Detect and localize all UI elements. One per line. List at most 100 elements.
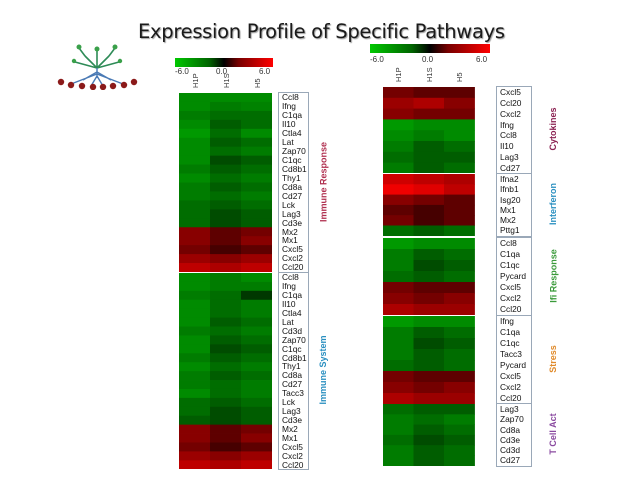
heatmap-cell — [413, 225, 445, 236]
heatmap-cell — [383, 434, 414, 446]
gene-label: Cd8b1 — [282, 352, 307, 363]
gene-label: Cxcl2 — [282, 253, 303, 264]
heatmap-cell — [210, 380, 242, 390]
heatmap-cell — [241, 137, 272, 148]
heatmap-cell — [241, 218, 272, 228]
heatmap-cell — [241, 155, 272, 165]
heatmap-cell — [241, 110, 272, 121]
gene-label: Cd27 — [500, 162, 521, 173]
gene-label: Thy1 — [282, 361, 301, 372]
heatmap-cell — [383, 215, 414, 226]
heatmap-cell — [383, 360, 414, 372]
heatmap-cell — [179, 200, 211, 210]
heatmap-cell — [383, 371, 414, 383]
heatmap-cell — [444, 184, 475, 195]
gene-label: Cd27 — [500, 455, 521, 466]
heatmap-cell — [413, 130, 445, 142]
heatmap-cell — [210, 308, 242, 318]
heatmap-cell — [210, 128, 242, 139]
heatmap-cell — [210, 371, 242, 381]
gene-label: Ccl20 — [282, 459, 304, 470]
heatmap-cell — [241, 371, 272, 381]
gene-label: Ctla4 — [282, 128, 302, 139]
heatmap-cell — [210, 155, 242, 165]
gene-label: Cxcl2 — [500, 108, 521, 119]
heatmap-cell — [179, 335, 211, 345]
heatmap-cell — [413, 174, 445, 185]
heatmap-panel — [179, 93, 272, 272]
heatmap-panel — [383, 316, 475, 404]
heatmap-cell — [444, 393, 475, 404]
heatmap-cell — [210, 173, 242, 183]
heatmap-cell — [444, 371, 475, 383]
gene-label: Cxcl2 — [500, 293, 521, 304]
gene-label: Ccl8 — [500, 130, 517, 141]
heatmap-cell — [241, 273, 272, 283]
heatmap-cell — [179, 344, 211, 354]
heatmap-cell — [413, 424, 445, 436]
heatmap-cell — [383, 130, 414, 142]
heatmap-cell — [241, 442, 272, 452]
heatmap-cell — [383, 151, 414, 163]
heatmap-cell — [210, 415, 242, 426]
gene-label: C1qc — [500, 260, 520, 271]
heatmap-cell — [383, 338, 414, 350]
heatmap-cell — [241, 236, 272, 246]
gene-label: Isg20 — [500, 194, 521, 205]
heatmap-cell — [444, 141, 475, 153]
gene-label: Mx1 — [282, 432, 298, 443]
heatmap-cell — [210, 227, 242, 237]
gene-label: Cd3d — [500, 445, 521, 456]
heatmap-cell — [383, 108, 414, 120]
heatmap-cell — [413, 204, 445, 216]
heatmap-cell — [179, 388, 211, 399]
heatmap-cell — [241, 128, 272, 139]
heatmap-cell — [210, 263, 242, 272]
heatmap-cell — [383, 184, 414, 195]
heatmap-cell — [241, 290, 272, 301]
heatmap-cell — [210, 433, 242, 443]
heatmap-cell — [413, 162, 445, 174]
heatmap-cell — [444, 434, 475, 446]
gene-label: Lag3 — [282, 208, 301, 219]
pathway-group-label: Immune System — [317, 335, 328, 405]
gene-label: Pycard — [500, 360, 527, 371]
heatmap-cell — [210, 335, 242, 345]
column-header: H5 — [455, 72, 465, 82]
heatmap-cell — [179, 362, 211, 372]
heatmap-cell — [444, 404, 475, 415]
heatmap-cell — [241, 326, 272, 336]
heatmap-cell — [241, 424, 272, 434]
heatmap-cell — [179, 299, 211, 310]
pathway-group-label: Stress — [548, 345, 558, 373]
gene-label: Ifng — [282, 281, 296, 292]
heatmap-cell — [179, 218, 211, 228]
color-scale-tick-label: 0.0 — [422, 55, 434, 64]
gene-label: Lag3 — [500, 152, 519, 162]
gene-label: Cd8a — [500, 424, 521, 435]
heatmap-cell — [444, 445, 475, 456]
heatmap-cell — [413, 194, 445, 206]
gene-label: Il10 — [282, 299, 296, 310]
heatmap-cell — [413, 260, 445, 272]
heatmap-cell — [179, 433, 211, 443]
heatmap-cell — [241, 335, 272, 345]
heatmap-cell — [444, 293, 475, 305]
heatmap-cell — [413, 445, 445, 456]
gene-label: Mx2 — [282, 226, 298, 237]
heatmap-cell — [179, 353, 211, 363]
pathway-group-label: Interferon — [547, 182, 558, 225]
pathway-group-label: Cytokines — [547, 107, 558, 151]
heatmap-cell — [413, 87, 445, 99]
heatmap-cell — [210, 164, 242, 174]
heatmap-cell — [444, 260, 475, 272]
heatmap-cell — [383, 414, 414, 425]
heatmap-cell — [210, 182, 242, 192]
gene-label-box: Cxcl5 Ccl20 Cxcl2 Ifng Ccl8 Il10 Lag3 Cd27 — [496, 86, 532, 175]
heatmap-cell — [241, 406, 272, 417]
gene-label: C1qa — [282, 110, 303, 121]
gene-label: Ifng — [282, 101, 296, 112]
gene-label: Cd27 — [282, 379, 303, 390]
heatmap-cell — [413, 316, 445, 328]
heatmap-cell — [383, 260, 414, 272]
